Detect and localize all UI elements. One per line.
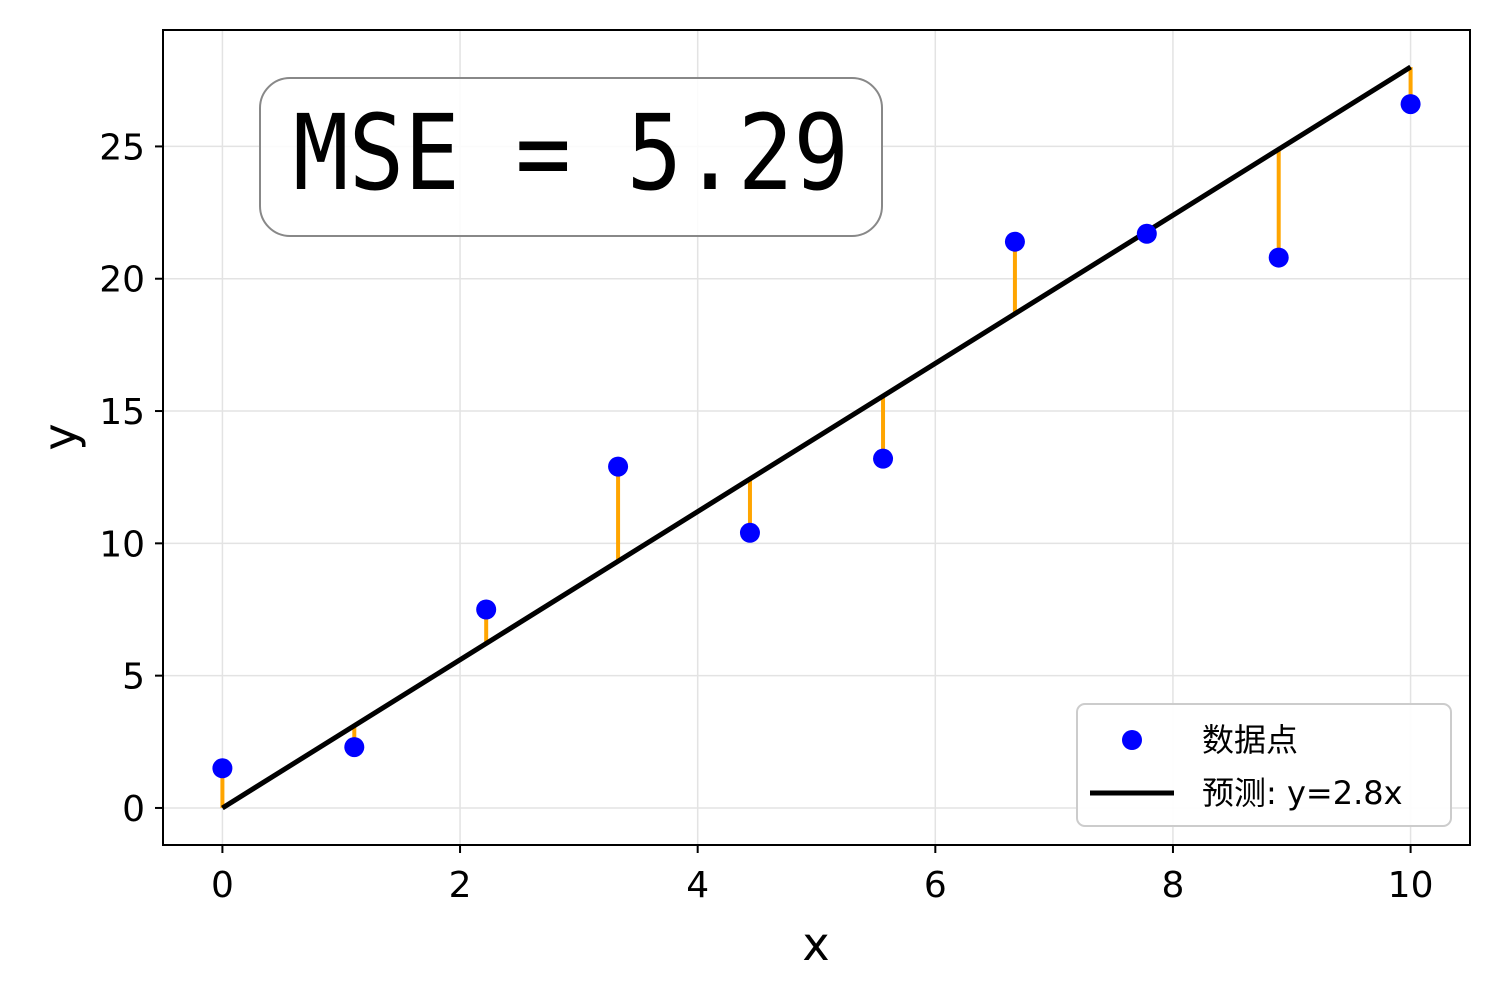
y-tick-label: 10 [99, 524, 145, 565]
legend-marker-data-points [1122, 730, 1142, 750]
y-tick-label: 15 [99, 392, 145, 433]
data-point [873, 448, 894, 469]
x-tick-label: 10 [1388, 865, 1434, 906]
data-point [344, 737, 365, 758]
data-point [1136, 223, 1157, 244]
x-tick-label: 0 [211, 865, 234, 906]
x-tick-label: 6 [924, 865, 947, 906]
mse-value-text: MSE = 5.29 [293, 92, 849, 214]
data-point [1400, 94, 1421, 115]
data-point [476, 599, 497, 620]
data-point [212, 758, 233, 779]
mse-box-background [259, 77, 883, 237]
prediction-line [221, 64, 1412, 811]
legend: 数据点 预测: y=2.8x [1076, 703, 1452, 827]
data-point [1268, 247, 1289, 268]
mse-annotation-box: MSE = 5.29 [259, 77, 883, 237]
y-tick-label: 5 [122, 657, 145, 698]
data-point [739, 522, 760, 543]
x-tick-label: 4 [686, 865, 709, 906]
data-point [1004, 231, 1025, 252]
y-tick-label: 20 [99, 260, 145, 301]
residual-lines [220, 67, 1413, 808]
x-tick-label: 2 [449, 865, 472, 906]
prediction-line-group [221, 64, 1412, 811]
y-tick-label: 0 [122, 789, 145, 830]
legend-label-prediction: 预测: y=2.8x [1202, 774, 1403, 812]
x-axis-label: x [802, 917, 829, 971]
x-tick-label: 8 [1162, 865, 1185, 906]
x-ticks: 0 2 4 6 8 10 [211, 845, 1434, 906]
y-ticks: 0 5 10 15 20 25 [99, 127, 163, 830]
data-point [608, 456, 629, 477]
legend-label-data-points: 数据点 [1202, 721, 1298, 759]
y-axis-label: y [33, 423, 87, 450]
y-tick-label: 25 [99, 127, 145, 168]
data-points [212, 94, 1421, 779]
plot-frame [162, 29, 1471, 846]
